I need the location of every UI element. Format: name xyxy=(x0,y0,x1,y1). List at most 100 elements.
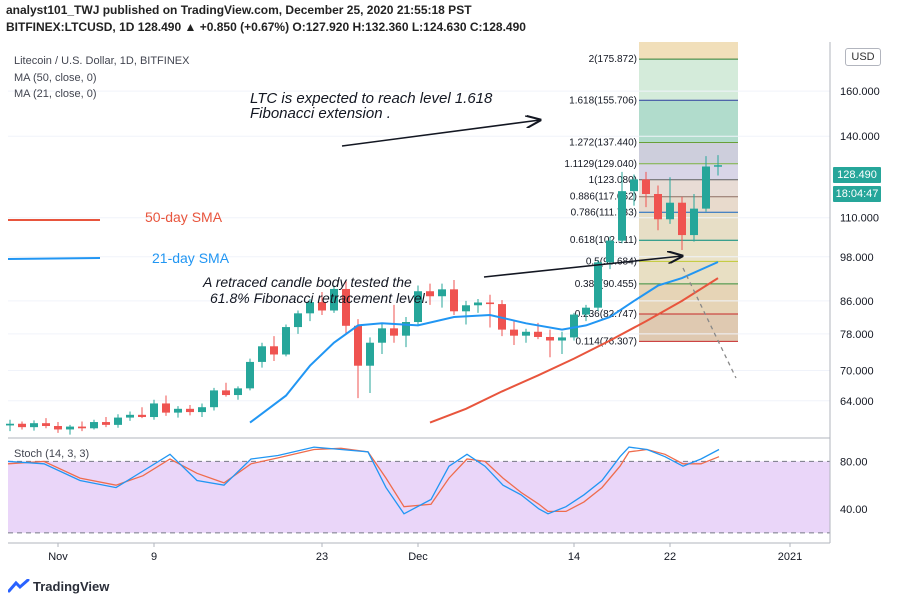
candle-body xyxy=(690,208,698,236)
fib-band xyxy=(639,142,738,164)
stochastic-oscillator xyxy=(7,446,830,534)
candle-body xyxy=(306,302,314,314)
candle-body xyxy=(54,426,62,430)
candle-body xyxy=(354,325,362,366)
fib-level-label: 2(175.872) xyxy=(589,54,637,65)
candle-body xyxy=(78,426,86,429)
candle-body xyxy=(150,403,158,418)
ma50-legend: MA (50, close, 0) xyxy=(14,72,97,84)
candle-body xyxy=(510,329,518,336)
fib-top-band xyxy=(639,42,738,60)
candle-body xyxy=(30,423,38,428)
candle-body xyxy=(702,166,710,209)
candle-body xyxy=(666,202,674,220)
time-tick-label: 2021 xyxy=(778,551,802,563)
candle-body xyxy=(378,328,386,343)
candle-body xyxy=(366,342,374,366)
stoch-tick-label: 40.00 xyxy=(840,504,868,516)
candle-body xyxy=(654,193,662,220)
fib-band xyxy=(639,100,738,143)
candle-body xyxy=(246,361,254,389)
candle-body xyxy=(450,289,458,312)
target-arrow xyxy=(341,120,540,147)
symbol-ohlc-line: BITFINEX:LTCUSD, 1D 128.490 ▲ +0.850 (+0… xyxy=(6,20,526,34)
fibonacci-extension-tool[interactable]: 2(175.872) 1.618(155.706) 1.272(137.440) 1.… xyxy=(564,42,738,347)
ma21-legend: MA (21, close, 0) xyxy=(14,88,97,100)
fib-band xyxy=(639,240,738,262)
candle-body xyxy=(414,291,422,323)
fib-band xyxy=(639,313,738,342)
fib-band xyxy=(639,283,738,314)
chart-title: Litecoin / U.S. Dollar, 1D, BITFINEX xyxy=(14,55,190,67)
price-tick-label: 70.000 xyxy=(840,366,874,378)
candle-body xyxy=(126,414,134,418)
tradingview-logo-icon xyxy=(7,578,30,596)
candle-body xyxy=(186,408,194,413)
sma21-line xyxy=(249,261,719,424)
candle-body xyxy=(546,336,554,341)
time-tick-label: 9 xyxy=(151,551,157,563)
candle-body xyxy=(438,289,446,297)
candle-body xyxy=(18,423,26,428)
candle-body xyxy=(558,337,566,341)
candle-body xyxy=(270,346,278,355)
candle-body xyxy=(570,314,578,338)
sma50-line xyxy=(429,277,719,424)
candle-body xyxy=(66,426,74,430)
price-tick-label: 160.000 xyxy=(840,86,880,98)
stoch-legend: Stoch (14, 3, 3) xyxy=(14,448,90,460)
candle-body xyxy=(534,331,542,337)
candle-body xyxy=(630,179,638,192)
price-tick-label: 98.000 xyxy=(840,252,874,264)
candle-body xyxy=(114,417,122,425)
retrace-note-line1: A retraced candle body tested the xyxy=(202,274,412,290)
bar-countdown-tag: 18:04:47 xyxy=(833,186,881,202)
candle-body xyxy=(294,313,302,328)
candle-body xyxy=(486,302,494,305)
fib-level-label: 0.236(82.747) xyxy=(575,309,637,320)
candle-body xyxy=(462,305,470,312)
candle-body xyxy=(222,390,230,396)
fib-band xyxy=(639,59,738,101)
price-tick-label: 140.000 xyxy=(840,131,880,143)
candle-body xyxy=(642,179,650,194)
currency-selector[interactable]: USD xyxy=(845,48,881,66)
fib-band xyxy=(639,196,738,213)
moving-averages xyxy=(7,219,719,424)
fib-level-label: 1.1129(129.040) xyxy=(564,159,637,170)
candle-body xyxy=(342,288,350,326)
candle-body xyxy=(258,346,266,362)
fib-level-label: 0.382(90.455) xyxy=(575,279,637,290)
fib-band xyxy=(639,261,738,284)
candle-body xyxy=(102,422,110,425)
time-tick-label: 23 xyxy=(316,551,328,563)
stoch-k-line xyxy=(7,446,720,515)
target-note-line2: Fibonacci extension . xyxy=(250,105,391,122)
candle-body xyxy=(426,291,434,297)
candle-body xyxy=(618,191,626,241)
candle-body xyxy=(474,302,482,306)
candle-body xyxy=(594,262,602,308)
candle-body xyxy=(174,408,182,413)
fib-level-label: 0.786(111.783) xyxy=(571,207,637,218)
axes: 64.00070.00078.00086.00098.000110.000140… xyxy=(8,42,880,563)
target-note-line1: LTC is expected to reach level 1.618 xyxy=(250,90,493,107)
fib-band xyxy=(639,179,738,197)
candle-body xyxy=(582,307,590,315)
candle-body xyxy=(402,322,410,336)
candle-body xyxy=(714,165,722,167)
candle-body xyxy=(42,423,50,427)
candle-body xyxy=(522,331,530,336)
candle-body xyxy=(390,328,398,336)
retrace-note-line2: 61.8% Fibonacci retracement level. xyxy=(210,290,429,306)
fib-level-label: 1.618(155.706) xyxy=(569,95,637,106)
candle-body xyxy=(330,288,338,311)
tradingview-logo[interactable]: TradingView xyxy=(7,578,109,596)
candle-body xyxy=(606,240,614,263)
time-tick-label: 22 xyxy=(664,551,676,563)
time-tick-label: 14 xyxy=(568,551,580,563)
candle-body xyxy=(6,423,14,426)
sma21-label: 21-day SMA xyxy=(152,250,230,266)
time-tick-label: Nov xyxy=(48,551,68,563)
